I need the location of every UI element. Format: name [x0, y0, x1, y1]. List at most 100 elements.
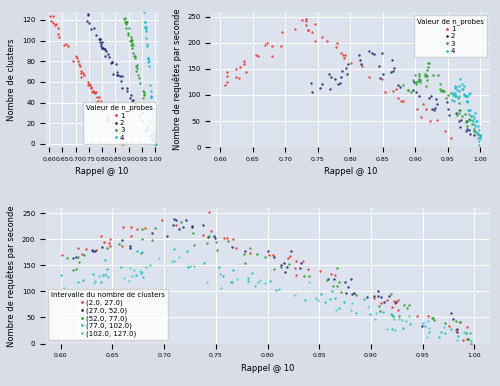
Point [308, 88, 316, 95]
Y-axis label: Nombre de requêtes par seconde: Nombre de requêtes par seconde [6, 205, 16, 347]
Point [460, 328, 468, 335]
Point [62, 41, 70, 47]
Point [344, 284, 352, 290]
Point [356, 61, 364, 68]
Point [431, 105, 439, 111]
Point [311, 21, 319, 27]
Point [390, 65, 398, 71]
Point [148, 132, 156, 138]
Point [118, 237, 126, 243]
Point [114, 72, 122, 78]
Point [472, 129, 480, 135]
Point [101, 53, 109, 59]
Point [96, 39, 104, 45]
Point [122, 19, 130, 25]
Point [449, 90, 457, 96]
Point [139, 88, 147, 95]
Point [306, 273, 314, 279]
Point [127, 34, 135, 40]
Point [140, 89, 147, 95]
Point [60, 285, 68, 291]
Point [284, 261, 292, 267]
Point [150, 130, 158, 137]
Point [433, 117, 441, 123]
Point [378, 295, 386, 301]
Point [428, 93, 436, 99]
Point [84, 81, 92, 88]
Point [376, 75, 384, 81]
Point [254, 52, 262, 59]
Point [464, 336, 471, 342]
Point [458, 112, 466, 119]
Point [132, 68, 140, 74]
Point [390, 316, 398, 322]
Point [138, 110, 146, 116]
Point [138, 249, 146, 255]
Point [387, 291, 395, 298]
Point [204, 209, 212, 215]
Point [114, 240, 122, 247]
Point [114, 69, 122, 75]
Point [348, 291, 356, 297]
Point [124, 24, 132, 30]
Point [451, 92, 459, 98]
Point [340, 299, 348, 305]
Point [378, 310, 386, 316]
Point [114, 72, 122, 78]
Point [476, 135, 484, 141]
Point [462, 119, 470, 125]
Point [91, 90, 99, 96]
Point [347, 60, 355, 66]
Point [118, 73, 126, 79]
Point [454, 110, 462, 117]
Point [82, 246, 90, 252]
Point [434, 72, 442, 78]
Point [223, 235, 231, 241]
Point [391, 327, 399, 334]
Point [116, 130, 124, 136]
Point [476, 135, 484, 141]
Point [144, 123, 152, 129]
Point [396, 316, 404, 322]
Point [462, 126, 470, 132]
Point [51, 22, 59, 28]
Point [142, 24, 150, 30]
Point [142, 24, 150, 30]
Point [471, 110, 479, 116]
Point [84, 12, 92, 18]
Point [151, 225, 159, 232]
Point [148, 108, 156, 115]
Point [126, 224, 134, 230]
Point [98, 272, 106, 278]
Point [147, 94, 155, 100]
Point [448, 92, 456, 98]
Point [370, 51, 378, 58]
Point [108, 60, 116, 66]
Point [468, 340, 475, 347]
Point [416, 79, 424, 85]
Point [358, 63, 366, 69]
Point [394, 95, 402, 102]
Point [421, 73, 429, 80]
Point [383, 326, 391, 332]
Point [135, 113, 143, 119]
Point [416, 77, 424, 83]
Point [172, 222, 179, 229]
Point [86, 81, 94, 88]
Point [350, 290, 358, 296]
Point [470, 128, 478, 134]
Point [342, 290, 349, 296]
Point [223, 79, 231, 85]
Point [300, 273, 308, 279]
Point [146, 82, 154, 88]
Point [102, 48, 110, 54]
Point [128, 273, 136, 279]
Point [82, 17, 90, 24]
Point [334, 279, 342, 285]
Point [88, 89, 96, 95]
Point [352, 310, 360, 316]
Point [138, 226, 146, 232]
Point [138, 117, 146, 124]
Point [96, 41, 104, 47]
Point [326, 71, 334, 77]
